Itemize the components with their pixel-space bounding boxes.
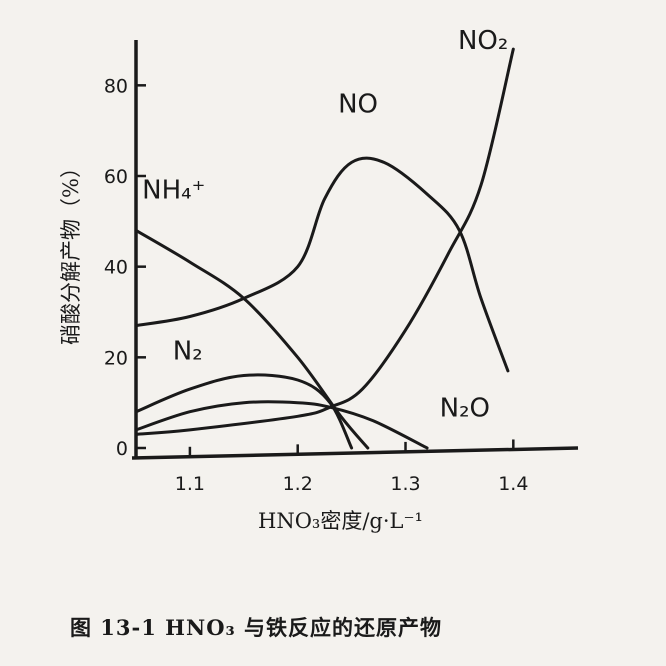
x-axis-title: HNO₃密度/g·L⁻¹ [258,509,423,533]
y-tick-label: 60 [104,166,128,188]
series-line [134,156,510,373]
y-tick-label: 80 [104,75,128,97]
series-label: NO₂ [458,26,508,56]
y-tick-label: 40 [104,257,128,279]
y-tick-label: 20 [104,347,128,369]
y-tick-label: 0 [116,438,128,460]
series-label: N₂O [440,393,490,423]
series-labels: NO NO₂ NH₄⁺ N₂ N₂O [142,26,508,423]
series-label: NO [338,90,378,120]
x-tick-label: 1.4 [498,473,528,495]
axes [131,40,579,460]
figure-caption: 图 13-1 HNO₃ 与铁反应的还原产物 [70,615,443,640]
x-tick-label: 1.1 [175,473,205,495]
x-tick-label: 1.3 [390,473,420,495]
ticks: 0 20 40 60 80 1.1 1.2 1.3 1.4 [104,75,529,495]
series-line [134,400,429,450]
series-lines [134,47,515,450]
series-label: N₂ [173,337,203,367]
x-axis-line [131,446,579,460]
y-axis-title: 硝酸分解产物（%） [59,157,83,345]
series-line [134,47,515,436]
series-line [134,228,370,450]
series-label: NH₄⁺ [142,176,205,206]
x-tick-label: 1.2 [283,473,313,495]
series-line [134,373,354,450]
